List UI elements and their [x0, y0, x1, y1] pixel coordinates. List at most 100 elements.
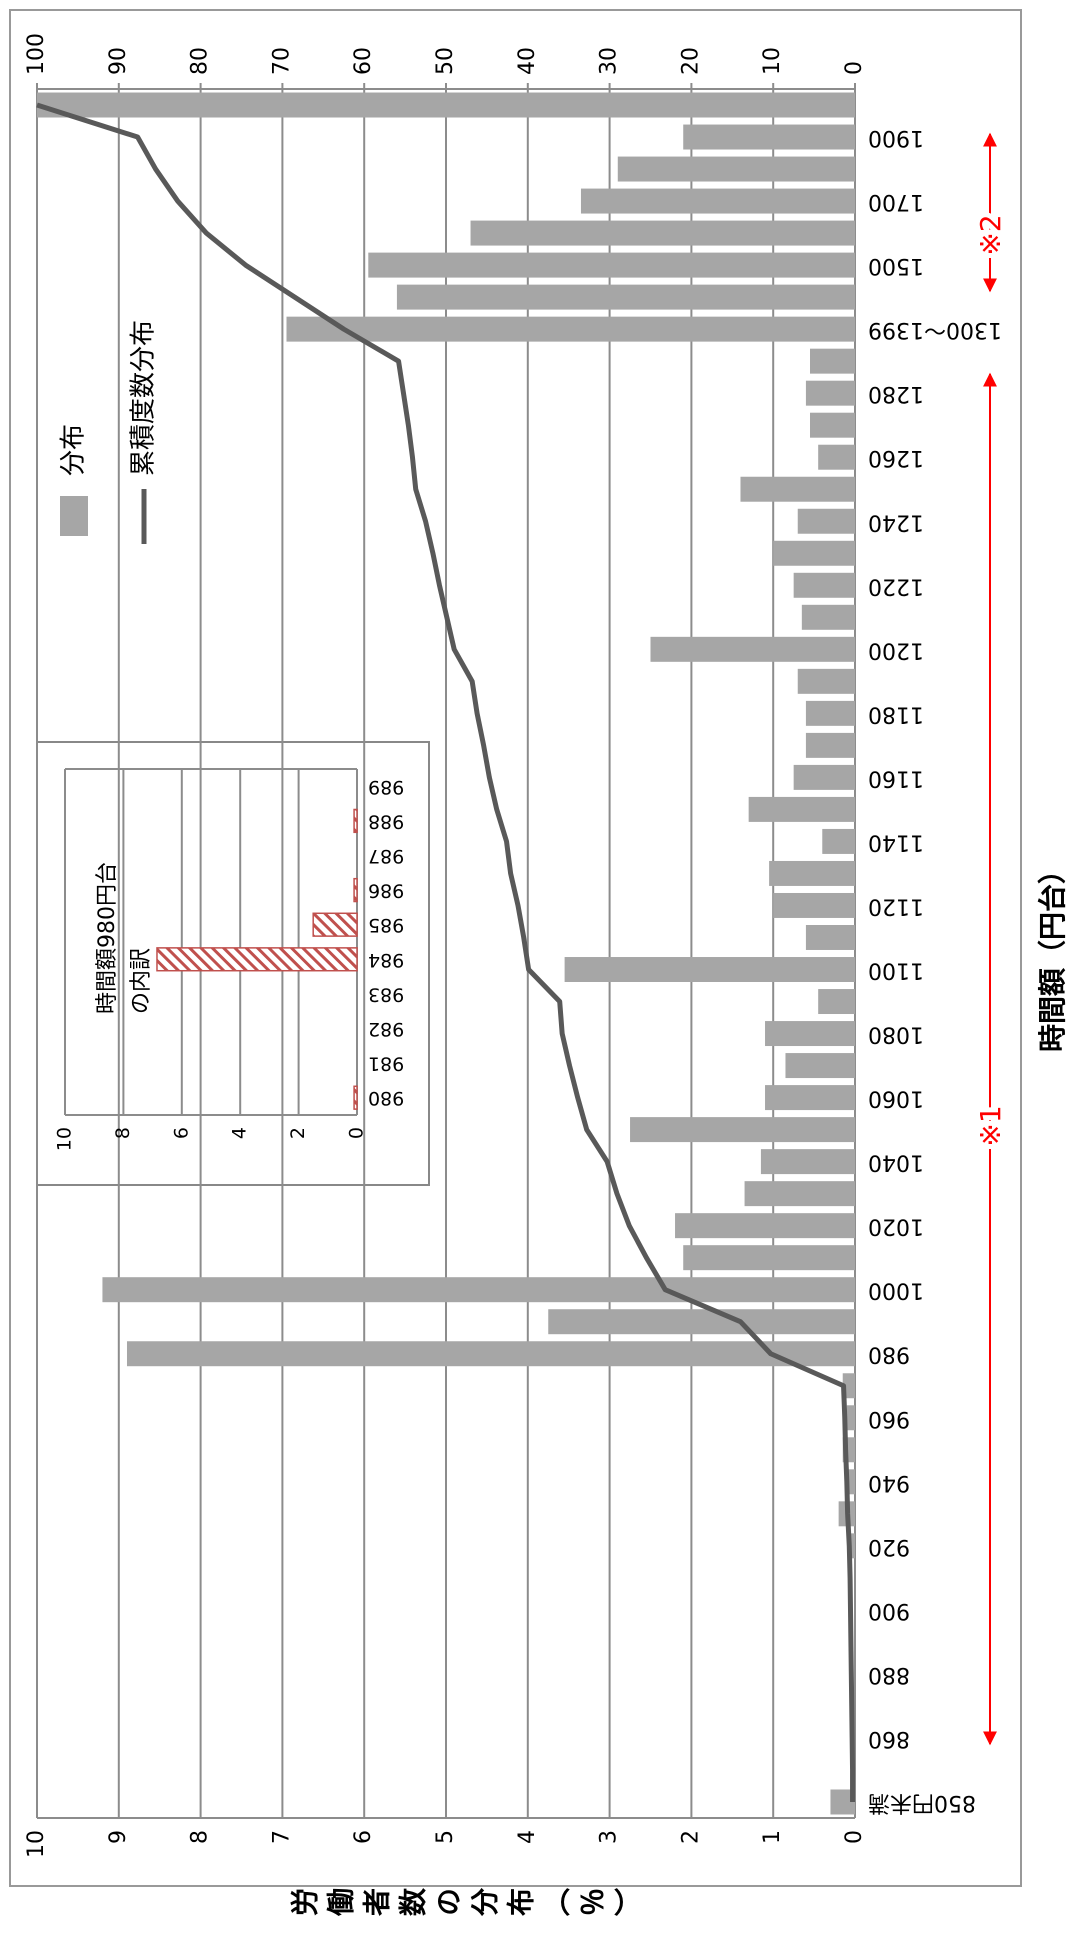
y-tick-label: 2 [678, 1830, 703, 1844]
y-tick-label: 9 [106, 1830, 131, 1844]
inset-title: の内訳 [129, 948, 154, 1014]
y2-tick-label: 80 [188, 47, 213, 75]
x-tick-label: 1900 [868, 125, 924, 150]
bar [805, 700, 855, 726]
y-tick-label: 3 [597, 1830, 622, 1844]
bar [630, 1117, 855, 1143]
bar [793, 572, 856, 598]
legend-label: 分布 [59, 424, 89, 476]
bar [830, 1789, 856, 1815]
bar [805, 380, 855, 406]
x-tick-label: 984 [368, 949, 404, 971]
x-tick-label: 1180 [868, 701, 924, 726]
y-tick-label: 10 [54, 1127, 76, 1151]
y-tick-label: 4 [229, 1127, 251, 1139]
x-tick-label: 940 [868, 1470, 910, 1495]
y2-tick-label: 30 [597, 47, 622, 75]
x-tick-label: 986 [368, 880, 404, 902]
x-tick-label: 920 [868, 1534, 910, 1559]
x-tick-label: 1060 [868, 1086, 924, 1111]
annotation: ※2 [974, 214, 1007, 255]
x-tick-label: 1280 [868, 381, 924, 406]
bar [580, 188, 855, 214]
y-tick-label: 7 [269, 1830, 294, 1844]
bar [617, 156, 856, 182]
bar [797, 508, 855, 534]
x-tick-label: 1500 [868, 253, 924, 278]
bar [353, 1085, 358, 1110]
bar [810, 412, 856, 438]
legend-label: 累積度数分布 [129, 320, 159, 476]
bar [805, 732, 855, 758]
bar [740, 476, 855, 502]
x-tick-label: 960 [868, 1406, 910, 1431]
x-tick-label: 850円未満 [868, 1790, 976, 1815]
chart-frame [9, 9, 1022, 1887]
bar [793, 764, 856, 790]
x-tick-label: 989 [368, 776, 404, 798]
y-tick-label: 6 [351, 1830, 376, 1844]
y-tick-label: 2 [287, 1127, 309, 1139]
y-tick-label: 4 [515, 1830, 540, 1844]
x-tick-label: 1100 [868, 958, 924, 983]
y2-tick-label: 90 [106, 47, 131, 75]
bar [785, 1053, 855, 1079]
bar [126, 1341, 856, 1367]
bar [312, 912, 358, 937]
x-tick-label: 1260 [868, 445, 924, 470]
y-tick-label: 6 [170, 1127, 192, 1139]
bar [470, 220, 855, 246]
bar [822, 828, 856, 854]
bar [744, 1181, 856, 1207]
x-tick-label: 1700 [868, 189, 924, 214]
bar [368, 252, 855, 278]
y-tick-label: 8 [188, 1830, 213, 1844]
bar [650, 636, 855, 662]
y2-tick-label: 20 [678, 47, 703, 75]
bar [683, 1245, 855, 1271]
y2-tick-label: 40 [515, 47, 540, 75]
y2-tick-label: 10 [760, 47, 785, 75]
bar [810, 348, 856, 374]
y-axis-title: 労働者数の分布（％） [290, 1887, 650, 1920]
bar [396, 284, 855, 310]
bar [748, 796, 855, 822]
y-tick-label: 0 [842, 1830, 867, 1844]
x-tick-label: 982 [368, 1018, 404, 1040]
legend-symbol [60, 496, 88, 536]
inset-title: 時間額980円台 [95, 862, 120, 1014]
y2-tick-label: 70 [269, 47, 294, 75]
x-tick-label: 1000 [868, 1278, 924, 1303]
bar [801, 604, 856, 630]
x-tick-label: 1240 [868, 509, 924, 534]
y-tick-label: 5 [433, 1830, 458, 1844]
bar [765, 1021, 856, 1047]
y2-tick-label: 100 [24, 33, 49, 75]
x-tick-label: 1200 [868, 637, 924, 662]
y2-tick-label: 50 [433, 47, 458, 75]
x-tick-label: 1120 [868, 893, 924, 918]
x-tick-label: 880 [868, 1662, 910, 1687]
bar [683, 124, 855, 150]
x-tick-label: 987 [368, 845, 404, 867]
bar [818, 989, 856, 1015]
bar [760, 1149, 855, 1175]
bar [773, 540, 856, 566]
bar [156, 947, 358, 972]
x-tick-label: 988 [368, 810, 404, 832]
y-tick-label: 1 [760, 1830, 785, 1844]
bar [564, 957, 855, 982]
x-tick-label: 1140 [868, 829, 924, 854]
x-tick-label: 980 [868, 1342, 910, 1367]
bar [548, 1309, 855, 1335]
x-tick-label: 1020 [868, 1214, 924, 1239]
bar [846, 1405, 856, 1431]
bar [286, 316, 855, 342]
x-tick-label: 900 [868, 1598, 910, 1623]
bar [818, 444, 856, 470]
x-tick-label: 1160 [868, 765, 924, 790]
x-tick-label: 981 [368, 1053, 404, 1075]
x-tick-label: 983 [368, 983, 404, 1005]
y-tick-label: 8 [112, 1127, 134, 1139]
